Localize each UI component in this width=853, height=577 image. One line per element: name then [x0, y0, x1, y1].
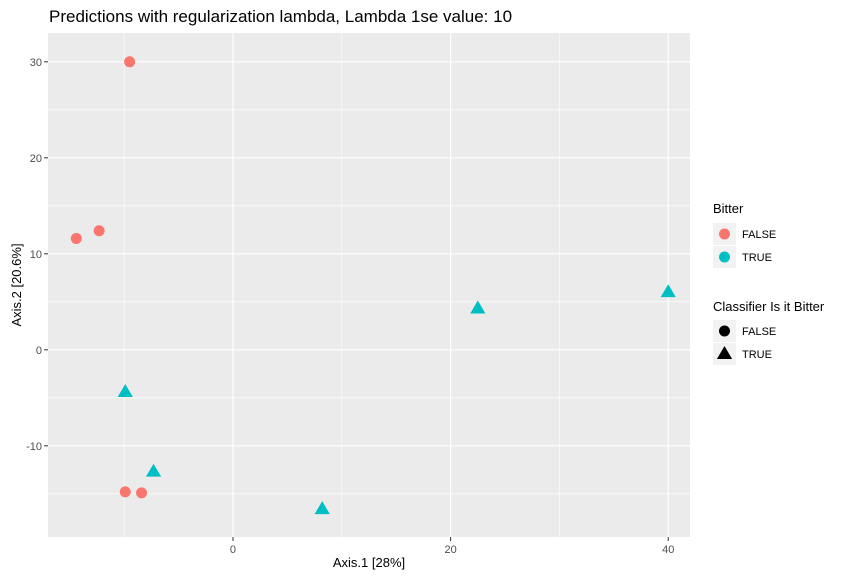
data-point	[145, 463, 162, 477]
grid-minor	[48, 33, 690, 537]
legend-key	[719, 228, 730, 240]
y-tick-label: 30	[30, 57, 42, 69]
data-point	[136, 487, 148, 499]
data-point	[119, 486, 131, 498]
legend-title: Bitter	[713, 201, 744, 216]
data-point	[93, 225, 105, 237]
legend-key	[719, 251, 730, 263]
legend-label: TRUE	[742, 252, 772, 264]
y-tick-label: 0	[36, 345, 42, 357]
legend-title: Classifier Is it Bitter	[713, 299, 825, 314]
legend-key	[719, 325, 730, 337]
axis-ticks: 0 20 40 -10 0 10 20 30	[26, 57, 674, 556]
x-tick-label: 20	[444, 544, 456, 556]
plot-panel	[48, 33, 690, 537]
data-point	[117, 384, 133, 397]
y-tick-label: 10	[30, 249, 42, 261]
chart-title: Predictions with regularization lambda, …	[49, 7, 512, 26]
x-tick-label: 0	[230, 544, 236, 556]
y-tick-label: 20	[30, 153, 42, 165]
data-point	[70, 232, 82, 244]
x-axis-title: Axis.1 [28%]	[333, 555, 405, 570]
data-point	[660, 284, 676, 298]
legend-key	[716, 346, 733, 359]
data-point	[470, 300, 486, 314]
data-points	[70, 56, 676, 515]
grid-major	[48, 33, 690, 537]
data-point	[124, 56, 136, 68]
y-axis-title: Axis.2 [20.6%]	[9, 243, 24, 326]
legend: Bitter FALSE TRUE Classifier Is it Bitter FA…	[713, 201, 825, 365]
legend-label: FALSE	[742, 326, 776, 338]
legend-label: TRUE	[742, 349, 772, 361]
legend-label: FALSE	[742, 229, 776, 241]
y-tick-label: -10	[26, 441, 42, 453]
x-tick-label: 40	[662, 544, 674, 556]
data-point	[314, 501, 330, 515]
